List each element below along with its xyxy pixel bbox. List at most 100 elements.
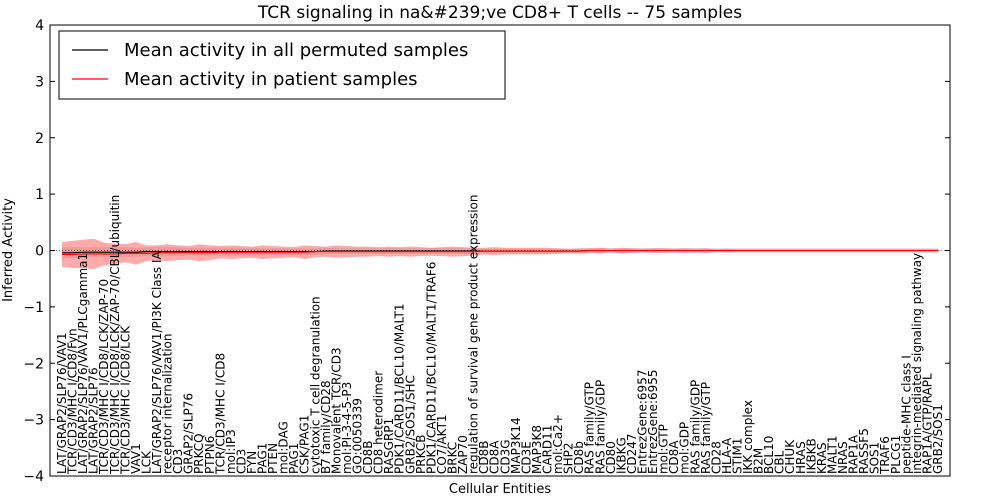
category-label: LCK xyxy=(139,450,153,474)
category-label: receptor internalization xyxy=(161,333,175,473)
category-label: PAG1 xyxy=(256,443,270,474)
category-label: IKBKG xyxy=(614,437,628,474)
category-label: SHP2 xyxy=(562,442,576,474)
category-label: TCR/CD3/MHC I/CD8/Fyn xyxy=(66,328,80,475)
category-label: CD8 heterodimer xyxy=(372,371,386,474)
category-label: RAP1A/GTP/RAPL xyxy=(920,373,934,474)
category-label: RAS family/GTP xyxy=(699,382,713,474)
category-label: LAT/GRAP2/SLP76/VAV1/PLCgamma1 xyxy=(76,253,90,474)
category-label: SOS1 xyxy=(868,442,882,474)
category-label: CO7/AKT1 xyxy=(435,414,449,474)
legend: Mean activity in all permuted samples Me… xyxy=(58,30,506,100)
y-tick-label: −4 xyxy=(23,469,44,485)
y-tick-label: 1 xyxy=(35,187,44,203)
category-label: B7 family/CD28 xyxy=(319,380,333,474)
category-label: CD3 xyxy=(171,449,185,474)
category-label: CD80 xyxy=(604,441,618,474)
category-label: GRAP2/SLP76 xyxy=(182,393,196,474)
y-tick-label: −3 xyxy=(23,413,44,429)
bands-layer xyxy=(62,238,938,270)
category-label: mol:GTP xyxy=(657,424,671,474)
category-label: RAS family/GTP xyxy=(583,382,597,474)
category-label: CSK/PAG1 xyxy=(298,415,312,474)
x-axis-label: Cellular Entities xyxy=(449,482,551,497)
category-label: PRKCB xyxy=(414,435,428,474)
category-label: CD8B xyxy=(361,441,375,475)
category-label: RASSF5 xyxy=(857,428,871,474)
category-label: LAT/GRAP2/SLP76 xyxy=(87,367,101,474)
category-label: BCL10 xyxy=(762,436,776,474)
category-label: FYN xyxy=(245,451,259,474)
category-label: ZAP70 xyxy=(456,435,470,474)
category-label: RAS family/GDP xyxy=(593,380,607,474)
y-tick-label: −2 xyxy=(23,356,44,372)
category-label: PLCG1 xyxy=(889,435,903,474)
legend-box xyxy=(58,30,506,100)
category-label: BRKC xyxy=(446,442,460,474)
category-label: HLA-A xyxy=(720,437,734,474)
band-patient xyxy=(62,238,938,270)
category-label: EntrezGene:6957 xyxy=(636,370,650,475)
category-label: integrin-mediated signaling pathway xyxy=(910,253,924,474)
category-label: cytotoxic T cell degranulation xyxy=(308,296,322,474)
category-label: CD8A xyxy=(488,440,502,474)
category-label: NRAS xyxy=(836,441,850,474)
category-label: MALT1 xyxy=(826,435,840,474)
category-label: GRB2/SOS1 xyxy=(931,404,945,474)
category-label: PAG1 xyxy=(287,443,301,474)
category-label: mol:IP3 xyxy=(224,429,238,474)
category-label: mol:PI-3-4-5-P3 xyxy=(340,382,354,474)
category-label: CBL xyxy=(773,450,787,474)
y-tick-label: 3 xyxy=(35,74,44,90)
y-axis-label: Inferred Activity xyxy=(1,198,16,302)
category-label: peptide-MHC class I xyxy=(899,355,913,474)
category-label: HRAS xyxy=(794,441,808,474)
category-label: Monovalent TCR/CD3 xyxy=(329,347,343,474)
category-label: CHUK xyxy=(783,439,797,474)
category-label: GRB2/SOS1/SHC xyxy=(403,375,417,474)
y-tick-label: 0 xyxy=(35,244,44,260)
category-label: CD28 xyxy=(709,441,723,474)
category-label: CD8b xyxy=(572,441,586,474)
y-tick-label: 2 xyxy=(35,131,44,147)
category-label: RAS family/GDP xyxy=(688,380,702,474)
category-label: VAV1 xyxy=(129,443,143,474)
category-label: EntrezGene:6955 xyxy=(646,369,660,474)
series-line-1 xyxy=(62,249,938,255)
category-label: TCR/CD3/MHC I/CD8 xyxy=(213,353,227,475)
category-label: mol:Ca2+ xyxy=(551,414,565,474)
category-label: IKK complex xyxy=(741,400,755,474)
category-label: PTPN6 xyxy=(203,436,217,474)
category-label: CARD11 xyxy=(541,425,555,474)
category-label: CD8B xyxy=(477,441,491,475)
category-label: PDK1/CARD11/BCL10/MALT1/TRAF6 xyxy=(424,262,438,474)
category-label: CD3 xyxy=(234,449,248,474)
category-label: CD8A xyxy=(667,440,681,474)
category-label: RASGRP1 xyxy=(382,418,396,474)
category-label: PTEN xyxy=(266,443,280,474)
category-label: TCR/CD3/MHC I/CD8/LCK/ZAP-70 xyxy=(97,279,111,475)
y-ticks: −4 −3 −2 −1 0 1 2 3 4 xyxy=(23,18,950,485)
y-tick-label: 4 xyxy=(35,18,44,34)
category-label: PRKCQ xyxy=(192,433,206,474)
legend-label-patient: Mean activity in patient samples xyxy=(124,69,418,90)
category-label: LAT/GRAP2/SLP76/VAV1/PI3K Class IA xyxy=(150,250,164,474)
category-label: RAP1A xyxy=(847,434,861,474)
category-label: mol:DAG xyxy=(277,421,291,474)
category-label: MAP3K14 xyxy=(509,417,523,474)
category-label: MAP3K8 xyxy=(530,425,544,474)
category-label: regulation of survival gene product expr… xyxy=(467,195,481,474)
legend-label-permuted: Mean activity in all permuted samples xyxy=(124,40,468,61)
category-label: CD3E xyxy=(519,441,533,474)
category-label: CD3G xyxy=(498,439,512,474)
category-label: PDK1/CARD11/BCL10/MALT1 xyxy=(393,303,407,473)
y-tick-label: −1 xyxy=(23,300,44,316)
category-label: TCR/CD3/MHC I/CD8/LCK/ZAP-70/CBL/ubiquit… xyxy=(108,195,122,475)
category-label: mol:GDP xyxy=(678,422,692,474)
lines-layer xyxy=(50,249,950,255)
category-label: CD247 xyxy=(625,433,639,474)
category-label: KRAS xyxy=(815,442,829,474)
